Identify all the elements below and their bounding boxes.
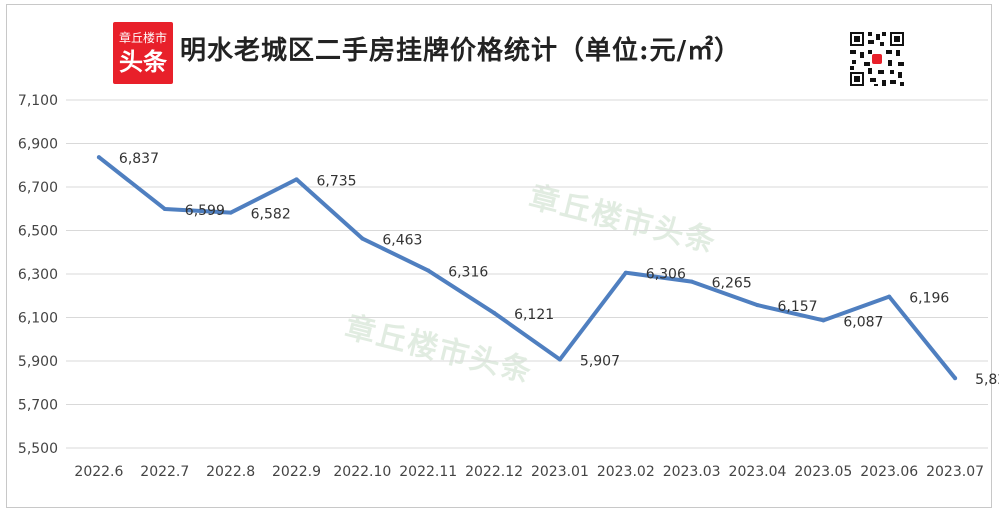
data-point — [557, 357, 562, 362]
x-tick-label: 2022.10 — [333, 464, 391, 480]
data-label: 6,735 — [317, 173, 357, 189]
y-tick-label: 6,100 — [18, 311, 58, 327]
data-point — [689, 279, 694, 284]
data-label: 6,157 — [778, 299, 818, 315]
data-point — [426, 268, 431, 273]
y-tick-label: 5,900 — [18, 354, 58, 370]
data-point — [294, 177, 299, 182]
x-tick-label: 2022.8 — [206, 464, 255, 480]
data-label: 6,121 — [514, 307, 554, 323]
data-point — [953, 376, 958, 381]
y-tick-label: 6,500 — [18, 224, 58, 240]
chart-frame — [6, 4, 992, 508]
x-tick-label: 2023.02 — [597, 464, 655, 480]
logo-top-text: 章丘楼市 — [118, 31, 167, 45]
x-tick-label: 2022.11 — [399, 464, 457, 480]
brand-logo: 章丘楼市 头条 — [113, 22, 173, 84]
x-tick-label: 2023.07 — [926, 464, 984, 480]
data-point — [821, 318, 826, 323]
data-label: 6,265 — [712, 276, 752, 292]
data-label: 6,316 — [448, 265, 488, 281]
data-point — [228, 210, 233, 215]
y-tick-label: 6,700 — [18, 180, 58, 196]
data-point — [887, 294, 892, 299]
x-tick-label: 2023.06 — [860, 464, 918, 480]
x-tick-label: 2023.04 — [729, 464, 787, 480]
x-tick-label: 2022.7 — [140, 464, 189, 480]
data-label: 6,599 — [185, 203, 225, 219]
data-label: 6,582 — [251, 207, 291, 223]
data-label: 6,087 — [843, 314, 883, 330]
data-point — [96, 155, 101, 160]
chart-title: 明水老城区二手房挂牌价格统计（单位:元/㎡） — [180, 36, 742, 66]
data-point — [623, 270, 628, 275]
y-tick-label: 6,300 — [18, 267, 58, 283]
y-tick-label: 5,700 — [18, 398, 58, 414]
x-tick-label: 2023.05 — [794, 464, 852, 480]
data-point — [492, 310, 497, 315]
x-tick-label: 2023.03 — [663, 464, 721, 480]
data-label: 5,821 — [975, 372, 999, 388]
data-label: 6,196 — [909, 291, 949, 307]
x-tick-label: 2022.9 — [272, 464, 321, 480]
logo-bottom-text: 头条 — [119, 48, 167, 76]
data-label: 6,306 — [646, 267, 686, 283]
y-tick-label: 6,900 — [18, 137, 58, 153]
data-label: 5,907 — [580, 353, 620, 369]
y-tick-label: 5,500 — [18, 441, 58, 457]
series-line — [96, 155, 958, 381]
y-tick-label: 7,100 — [18, 93, 58, 109]
qr-code-icon — [848, 30, 906, 88]
x-tick-label: 2022.6 — [74, 464, 123, 480]
data-point — [360, 236, 365, 241]
chart-header: 章丘楼市 头条 明水老城区二手房挂牌价格统计（单位:元/㎡） — [0, 22, 999, 88]
x-tick-label: 2023.01 — [531, 464, 589, 480]
data-label: 6,463 — [382, 233, 422, 249]
x-tick-label: 2022.12 — [465, 464, 523, 480]
data-point — [755, 303, 760, 308]
data-label: 6,837 — [119, 151, 159, 167]
data-point — [162, 206, 167, 211]
